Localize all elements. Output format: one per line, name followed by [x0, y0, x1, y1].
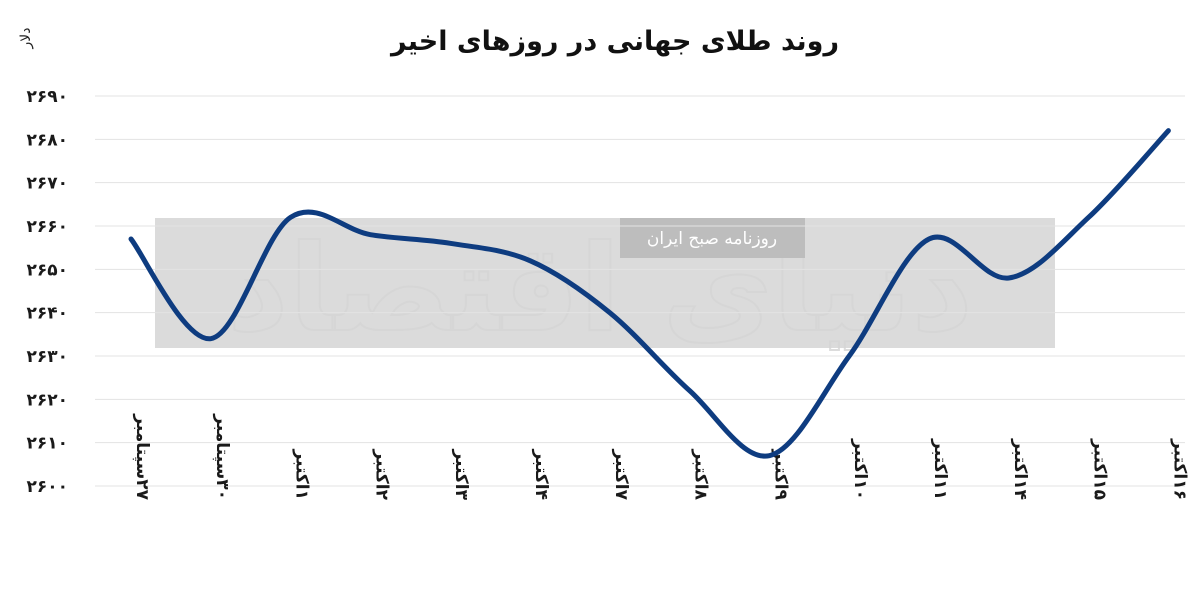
watermark-band	[155, 218, 1055, 348]
watermark-logo: دنیای اقتصاد	[227, 220, 973, 359]
x-tick-label: ۳اکتبر	[451, 448, 471, 500]
x-axis: ۲۷سپتامبر ۳۰سپتامبر ۱اکتبر ۲اکتبر ۳اکتبر ۴اکت…	[132, 413, 1189, 500]
y-tick-label: ۲۶۰۰	[26, 477, 68, 497]
data-point	[288, 215, 293, 220]
data-point	[1166, 128, 1171, 133]
x-tick-label: ۲اکتبر	[371, 448, 391, 500]
y-tick-label: ۲۶۳۰	[26, 347, 68, 367]
data-point	[448, 241, 453, 246]
y-axis: ۲۶۰۰ ۲۶۱۰ ۲۶۲۰ ۲۶۳۰ ۲۶۴۰ ۲۶۵۰ ۲۶۶۰ ۲۶۷۰ ۲۶۸۰ ۲۶۹۰	[26, 87, 68, 497]
data-point	[368, 232, 373, 237]
chart-title: روند طلای جهانی در روزهای اخیر	[389, 26, 839, 57]
x-tick-label: ۳۰سپتامبر	[212, 413, 232, 500]
data-point	[528, 258, 532, 263]
data-point	[767, 453, 772, 458]
x-tick-label: ۲۷سپتامبر	[132, 413, 152, 500]
data-point	[927, 237, 931, 241]
gridlines	[95, 95, 1185, 487]
x-tick-label: ۱۵اکتبر	[1090, 438, 1110, 500]
x-tick-label: ۱۰اکتبر	[850, 438, 870, 500]
data-point	[1086, 215, 1091, 220]
y-tick-label: ۲۶۸۰	[26, 130, 68, 150]
data-point	[847, 354, 852, 358]
x-tick-label: ۴اکتبر	[531, 448, 551, 500]
x-tick-label: ۱اکتبر	[292, 448, 312, 500]
y-tick-label: ۲۶۹۰	[26, 87, 68, 107]
data-point	[1006, 276, 1011, 280]
x-tick-label: ۸اکتبر	[691, 448, 711, 500]
y-tick-label: ۲۶۷۰	[26, 174, 68, 194]
x-tick-label: ۹اکتبر	[770, 448, 790, 500]
y-tick-label: ۲۶۵۰	[26, 260, 68, 280]
y-tick-label: ۲۶۶۰	[26, 217, 68, 237]
x-tick-label: ۱۴اکتبر	[1010, 438, 1030, 500]
y-tick-label: ۲۶۲۰	[26, 390, 68, 410]
y-tick-label: ۲۶۱۰	[26, 434, 68, 454]
series-layer	[128, 128, 1171, 459]
data-point	[687, 388, 692, 393]
y-tick-label: ۲۶۴۰	[26, 304, 68, 324]
watermark-label-box	[620, 218, 805, 258]
watermark-label: روزنامه صبح ایران	[647, 229, 777, 249]
data-point	[208, 336, 213, 341]
x-tick-label: ۱۶اکتبر	[1169, 438, 1189, 500]
x-tick-label: ۷اکتبر	[611, 448, 631, 500]
data-point	[129, 237, 133, 241]
x-tick-label: ۱۱اکتبر	[930, 438, 950, 500]
data-point	[607, 310, 612, 315]
y-axis-unit-label: دلار	[18, 28, 34, 50]
watermark: دنیای اقتصاد روزنامه صبح ایران	[155, 218, 1055, 360]
